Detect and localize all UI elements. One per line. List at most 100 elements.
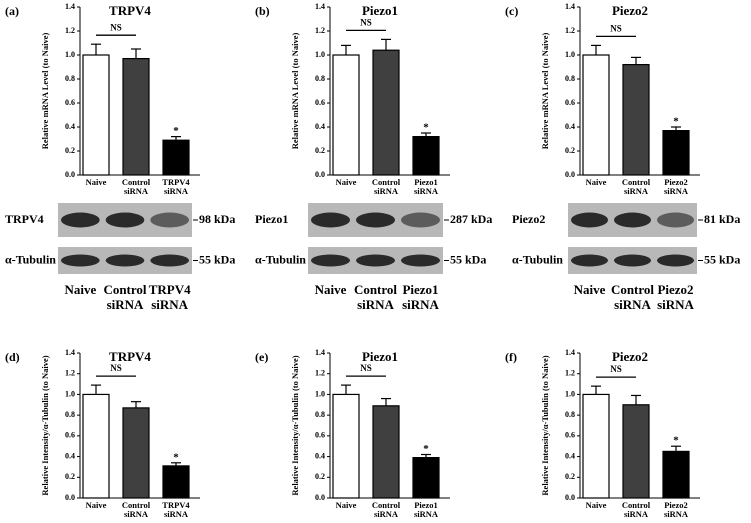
y-tick-label: 1.2 [315,26,325,35]
y-tick-label: 0.2 [315,472,325,481]
y-tick-label: 1.2 [315,369,325,378]
y-tick-label: 0.6 [315,98,325,107]
bar [122,57,150,176]
x-tick-label-box: Naive [336,178,357,187]
significance-label: * [423,443,429,455]
blot-lane-label-box: Control siRNA [611,282,654,312]
x-tick-label: Piezo1 siRNA [413,501,439,519]
y-tick-label: 0.8 [65,410,75,419]
blot-band [571,212,608,228]
bar [162,139,190,176]
blot-lane-label-box: TRPV4 siRNA [148,282,191,312]
x-tick-label: Control siRNA [371,501,401,519]
bar [332,54,360,176]
significance-label: * [173,451,179,463]
y-tick-label: 0.2 [565,472,575,481]
chart-title: TRPV4 [109,3,151,18]
panel-label: (c) [505,4,518,18]
bar [82,54,110,176]
y-tick-label: 0.0 [315,170,325,179]
x-tick-label-box: Control siRNA [622,178,650,196]
blot-size-label: 55 kDa [199,252,235,266]
x-tick-label-box: Control siRNA [372,178,400,196]
x-tick-label: Naive [335,501,357,510]
bar [412,136,440,176]
blot-lane-label-box: Piezo1 siRNA [402,282,439,312]
y-tick-label: 1.4 [315,348,325,357]
x-tick-label-box: Control siRNA [122,501,150,519]
bar [332,393,360,499]
y-tick-label: 0.6 [565,431,575,440]
significance-label: * [423,122,429,134]
bar [582,393,610,499]
x-tick-label: Piezo2 siRNA [663,178,689,196]
panel-label: (a) [5,4,19,18]
blot-band [150,254,190,267]
blot-band [356,212,395,228]
y-tick-label: 0.8 [565,74,575,83]
y-tick-label: 0.8 [315,74,325,83]
bar [372,405,400,499]
y-tick-label: 1.0 [565,50,575,59]
blot-lane-label: Naive [314,282,347,297]
x-tick-label-box: Control siRNA [121,178,151,196]
blot-lane-label: Control siRNA [353,282,398,312]
y-tick-label: 0.6 [65,431,75,440]
y-tick-label: 1.4 [65,348,75,357]
x-tick-label: Control siRNA [621,501,651,519]
ns-label: NS [610,364,622,374]
y-tick-label: 0.6 [65,98,75,107]
blot-band [61,212,100,228]
significance-label: * [673,435,679,447]
y-tick-label: 0.4 [65,451,75,460]
y-tick-label: 0.0 [65,170,75,179]
blot-row-label: α-Tubulin [5,252,56,266]
x-tick-label-box: Naive [585,178,607,187]
y-tick-label: 1.0 [315,389,325,398]
y-tick-label: 1.4 [65,2,75,11]
blot-lane-label-box: Naive [314,282,347,297]
y-tick-label: 0.2 [65,146,75,155]
panel-label: (f) [505,350,517,364]
blot-band [614,254,651,267]
blot-row-label: Piezo2 [512,212,545,226]
bar [662,130,690,176]
x-tick-label-box: Naive [85,178,107,187]
x-tick-label-box: Piezo2 siRNA [664,501,688,519]
y-tick-label: 1.4 [565,2,575,11]
ns-label: NS [360,363,372,373]
x-tick-label: Naive [85,501,107,510]
x-tick-label: Naive [85,178,107,187]
y-tick-label: 0.8 [315,410,325,419]
x-tick-label-box: Piezo2 siRNA [663,178,689,196]
y-axis-label: Relative mRNA Level (to Naive) [40,33,50,150]
bar [662,450,690,499]
panel-label: (e) [255,350,268,364]
y-tick-label: 1.4 [565,348,575,357]
blot-lane-label: TRPV4 siRNA [148,282,191,312]
blot-band [401,254,440,267]
blot-band [571,254,608,267]
blot-size-label: 287 kDa [450,212,492,226]
blot-band [311,212,350,228]
blot-size-label: 98 kDa [199,212,235,226]
blot-size-label: 81 kDa [704,212,740,226]
bar [82,393,110,499]
x-tick-label: Control siRNA [121,178,151,196]
x-tick-label: TRPV4 siRNA [162,178,190,196]
blot-band [614,212,651,228]
blot-lane-label-box: Control siRNA [103,282,146,312]
y-tick-label: 1.2 [65,369,75,378]
blot-band [105,254,145,267]
blot-lane-label: Piezo1 siRNA [402,282,439,312]
blot-band [657,254,694,267]
blot-band [150,212,190,228]
y-tick-label: 0.4 [565,451,575,460]
chart-title: Piezo2 [612,3,648,18]
y-tick-label: 0.8 [565,410,575,419]
x-tick-label: Naive [585,178,607,187]
bar [372,49,400,176]
x-tick-label-box: Piezo1 siRNA [413,501,439,519]
x-tick-label: Naive [585,501,607,510]
